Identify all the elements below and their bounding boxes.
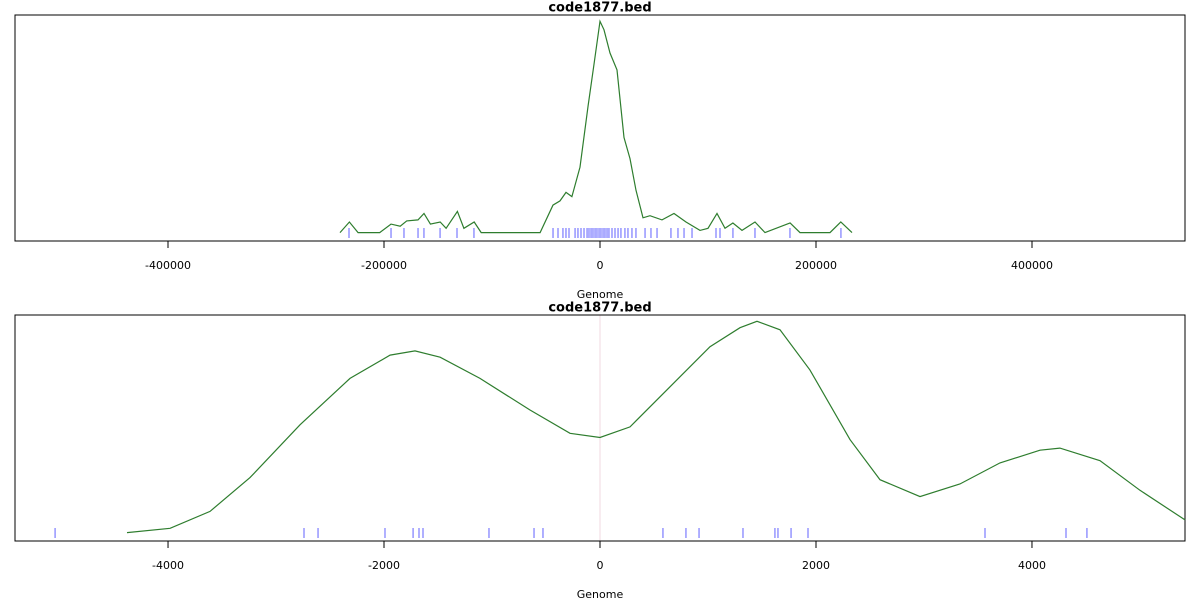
x-tick-label: -4000: [152, 559, 184, 572]
x-tick-label: -200000: [361, 259, 407, 272]
x-tick-label: -400000: [145, 259, 191, 272]
x-tick-label: 4000: [1018, 559, 1046, 572]
x-tick-label: 2000: [802, 559, 830, 572]
x-axis-label: Genome: [577, 288, 624, 301]
x-tick-label: 200000: [795, 259, 837, 272]
x-tick-label: 0: [597, 259, 604, 272]
chart-title: code1877.bed: [548, 301, 651, 316]
chart-title: code1877.bed: [548, 1, 651, 16]
density-line: [339, 19, 853, 234]
x-tick-label: 400000: [1011, 259, 1053, 272]
x-tick-label: -2000: [368, 559, 400, 572]
x-tick-label: 0: [597, 559, 604, 572]
plot-frame: [14, 14, 1186, 242]
x-axis-label: Genome: [577, 588, 624, 600]
density-line: [126, 320, 1186, 534]
